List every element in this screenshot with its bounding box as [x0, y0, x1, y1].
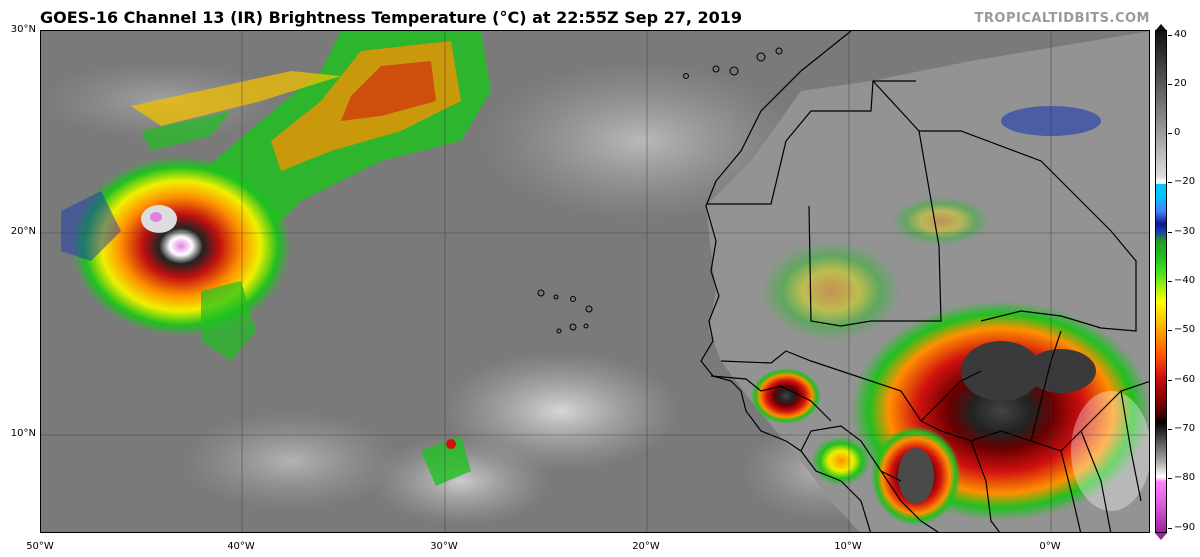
lat-label-20n: 20°N — [10, 226, 36, 237]
colorbar-label: −50 — [1174, 324, 1196, 335]
lon-label-0w: 0°W — [1039, 541, 1061, 552]
lon-label-20w: 20°W — [632, 541, 660, 552]
coastlines-and-borders — [700, 31, 1149, 532]
colorbar-label: −60 — [1174, 374, 1196, 385]
colorbar-label: 20 — [1174, 78, 1187, 89]
colorbar-label: −70 — [1174, 423, 1196, 434]
lon-label-40w: 40°W — [227, 541, 255, 552]
lat-label-30n: 30°N — [10, 24, 36, 35]
colorbar-label: 0 — [1174, 127, 1181, 138]
satellite-map[interactable] — [40, 30, 1150, 533]
lon-label-30w: 30°W — [430, 541, 458, 552]
canary-islands — [683, 47, 783, 79]
lat-label-10n: 10°N — [10, 428, 36, 439]
map-title: GOES-16 Channel 13 (IR) Brightness Tempe… — [40, 8, 743, 27]
colorbar-max-arrow — [1155, 24, 1167, 31]
colorbar-min-arrow — [1155, 533, 1167, 540]
colorbar-label: −80 — [1174, 472, 1196, 483]
cape-verde-islands — [537, 289, 593, 334]
colorbar — [1155, 30, 1167, 533]
lon-label-10w: 10°W — [834, 541, 862, 552]
credit-watermark: TROPICALTIDBITS.COM — [974, 11, 1150, 26]
colorbar-label: 40 — [1174, 29, 1187, 40]
colorbar-label: −30 — [1174, 226, 1196, 237]
colorbar-label: −90 — [1174, 522, 1196, 533]
lon-label-50w: 50°W — [26, 541, 54, 552]
graticule — [41, 31, 1149, 532]
colorbar-label: −20 — [1174, 176, 1196, 187]
colorbar-label: −40 — [1174, 275, 1196, 286]
ir-imagery — [41, 31, 1149, 532]
